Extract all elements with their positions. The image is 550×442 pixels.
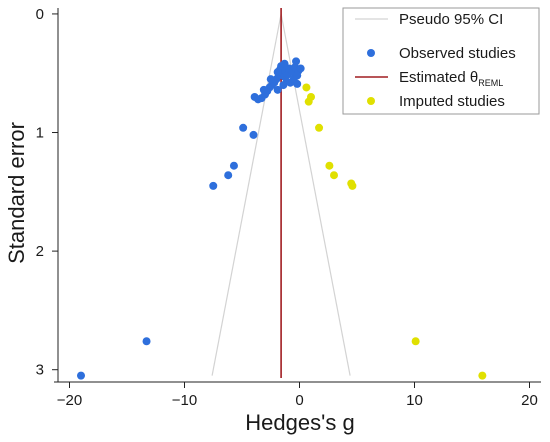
axes: −20 −10 0 10 20 0 1 2 3 [36,6,541,409]
legend-estimate-label: Estimated θREML [399,69,503,88]
x-axis-title: Hedges's g [245,410,354,435]
legend-observed-label: Observed studies [399,45,516,62]
observed-study-point [142,337,151,346]
observed-study-point [273,68,282,77]
observed-study-point [293,79,302,88]
imputed-study-point [315,123,324,132]
x-tick-label: −20 [57,392,82,409]
observed-study-point [77,371,85,380]
observed-study-point [293,71,302,80]
imputed-study-point [302,83,311,92]
observed-study-point [296,64,305,73]
legend-ci-label: Pseudo 95% CI [399,11,503,28]
observed-study-point [224,171,233,180]
y-tick-label: 1 [36,125,44,142]
legend-estimate-text: Estimated θ [399,69,478,86]
legend-estimate-subscript: REML [478,78,503,88]
imputed-study-point [307,92,315,101]
imputed-study-point [478,371,487,380]
x-tick-label: 10 [406,392,423,409]
ci-line-left [211,13,282,376]
observed-study-point [292,57,301,66]
legend-observed-marker [367,49,375,57]
y-axis-title: Standard error [4,122,29,264]
imputed-study-point [330,171,338,180]
y-tick-label: 2 [36,243,44,260]
observed-study-point [259,85,268,94]
legend: Pseudo 95% CI Observed studies Estimated… [342,7,540,115]
imputed-study-point [347,179,356,188]
observed-study-point [273,85,282,94]
observed-study-point [239,123,248,132]
x-tick-label: 0 [295,392,303,409]
x-tick-label: 20 [521,392,538,409]
plot-area [77,8,487,380]
imputed-study-point [411,337,420,346]
x-tick-label: −10 [172,392,197,409]
observed-study-point [280,59,289,68]
imputed-study-point [325,161,334,170]
observed-study-point [229,161,238,170]
legend-imputed-label: Imputed studies [399,93,505,110]
observed-study-point [249,130,258,139]
y-tick-label: 0 [36,6,44,23]
observed-study-point [209,181,218,190]
observed-study-point [266,75,275,84]
y-tick-label: 3 [36,362,44,379]
legend-frame [342,7,540,115]
legend-imputed-marker [367,97,375,105]
